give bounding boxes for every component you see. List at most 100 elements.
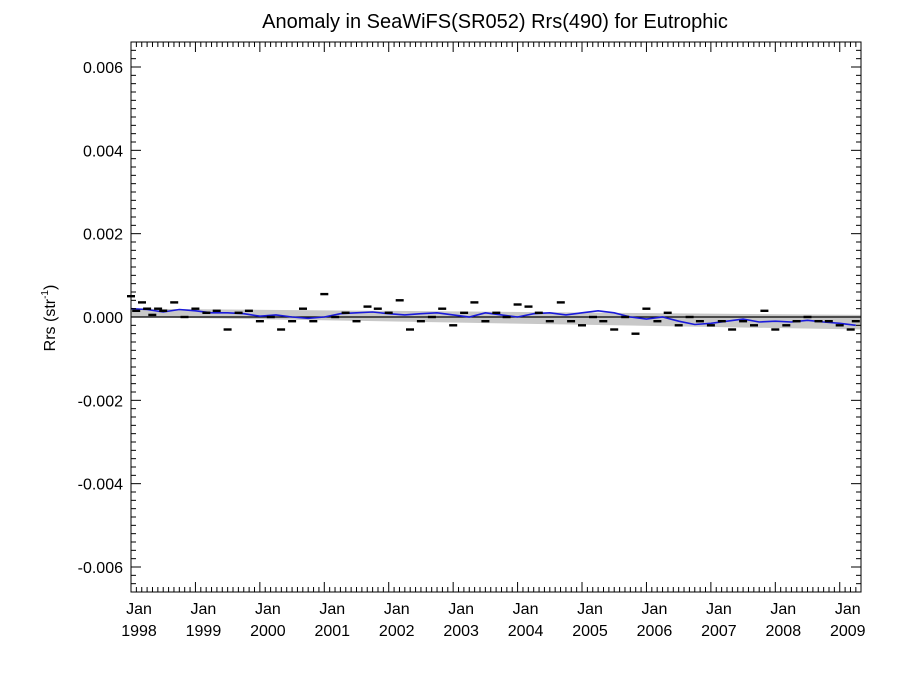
data-point (524, 305, 533, 308)
data-point (449, 324, 458, 327)
x-tick-label-month: Jan (384, 601, 410, 618)
x-tick-label-month: Jan (126, 601, 152, 618)
data-point (170, 301, 179, 304)
x-tick-label-year: 2009 (830, 623, 866, 640)
x-tick-label-year: 2006 (637, 623, 673, 640)
x-tick-label-year: 2000 (250, 623, 286, 640)
data-point (631, 332, 640, 335)
y-axis-label-close: ) (42, 285, 59, 290)
x-tick-label-year: 2007 (701, 623, 737, 640)
data-point (288, 320, 297, 323)
y-tick-label: 0.004 (83, 143, 123, 160)
y-tick-label: -0.004 (78, 477, 123, 494)
data-point (341, 311, 350, 314)
data-point (717, 320, 726, 323)
data-point (674, 324, 683, 327)
data-point (154, 307, 163, 310)
data-point (202, 311, 211, 314)
monthly-points-layer (127, 292, 860, 335)
data-point (534, 311, 543, 314)
data-point (132, 309, 141, 312)
x-tick-label-month: Jan (513, 601, 539, 618)
data-point (438, 307, 447, 310)
y-axis-label: Rrs (str-1) (40, 285, 59, 352)
x-tick-label-year: 2003 (443, 623, 479, 640)
data-point (835, 324, 844, 327)
data-point (621, 315, 630, 319)
x-tick-label-year: 1999 (186, 623, 222, 640)
data-point (470, 301, 479, 304)
y-tick-label: 0.002 (83, 227, 123, 244)
data-point (352, 320, 361, 323)
x-tick-label-month: Jan (191, 601, 217, 618)
x-tick-label-year: 2008 (766, 623, 802, 640)
data-point (255, 320, 264, 323)
data-point (771, 328, 780, 331)
x-tick-label-month: Jan (642, 601, 668, 618)
x-tick-label-year: 2001 (314, 623, 350, 640)
data-point (814, 320, 823, 323)
data-point (851, 320, 860, 323)
data-point (589, 315, 597, 319)
x-tick-label-month: Jan (770, 601, 796, 618)
data-point (760, 309, 769, 312)
y-axis-label-main: Rrs (str (42, 298, 59, 351)
x-tick-label-month: Jan (706, 601, 732, 618)
y-tick-label: -0.002 (78, 393, 123, 410)
data-point (685, 315, 694, 319)
data-point (556, 301, 565, 304)
data-point (545, 320, 554, 323)
data-point (212, 309, 221, 312)
data-point (502, 315, 511, 319)
data-point (803, 315, 812, 319)
data-point (663, 311, 672, 314)
data-point (223, 328, 232, 331)
data-point (234, 311, 243, 314)
x-tick-label-month: Jan (835, 601, 861, 618)
data-point (599, 320, 608, 323)
y-axis-label-superscript: -1 (40, 290, 51, 299)
data-point (567, 320, 576, 323)
data-point (277, 328, 286, 331)
data-point (416, 320, 425, 323)
data-point (244, 309, 253, 312)
data-point (481, 320, 490, 323)
data-point (653, 320, 662, 323)
data-point (792, 320, 801, 323)
data-point (610, 328, 619, 331)
data-point (739, 320, 748, 323)
data-point (331, 315, 340, 319)
data-point (191, 307, 200, 310)
y-tick-label: 0.006 (83, 60, 123, 77)
x-tick-label-month: Jan (319, 601, 345, 618)
data-point (159, 309, 168, 312)
data-point (320, 292, 329, 296)
data-point (695, 320, 704, 323)
axes-layer (130, 41, 862, 593)
data-point (363, 305, 372, 308)
data-point (706, 324, 715, 327)
data-point (824, 320, 833, 323)
data-point (299, 307, 307, 310)
data-point (427, 315, 436, 319)
data-point (309, 320, 318, 323)
x-tick-label-year: 2002 (379, 623, 415, 640)
x-tick-label-month: Jan (255, 601, 281, 618)
data-point (513, 303, 522, 306)
tick-labels-layer: -0.006 -0.004 -0.002 0.000 0.002 0.004 0.006 Ja… (78, 60, 866, 640)
y-tick-label: -0.006 (78, 560, 123, 577)
data-point (782, 324, 791, 327)
x-tick-label-year: 2005 (572, 623, 608, 640)
data-point (728, 328, 737, 331)
data-point (492, 311, 501, 314)
data-point (180, 315, 189, 319)
x-tick-label-year: 2004 (508, 623, 544, 640)
chart-title: Anomaly in SeaWiFS(SR052) Rrs(490) for E… (262, 11, 728, 33)
x-tick-label-year: 1998 (121, 623, 157, 640)
x-tick-label-month: Jan (448, 601, 474, 618)
data-point (642, 307, 651, 310)
data-point (266, 315, 275, 319)
data-point (373, 307, 382, 310)
data-point (460, 311, 469, 314)
